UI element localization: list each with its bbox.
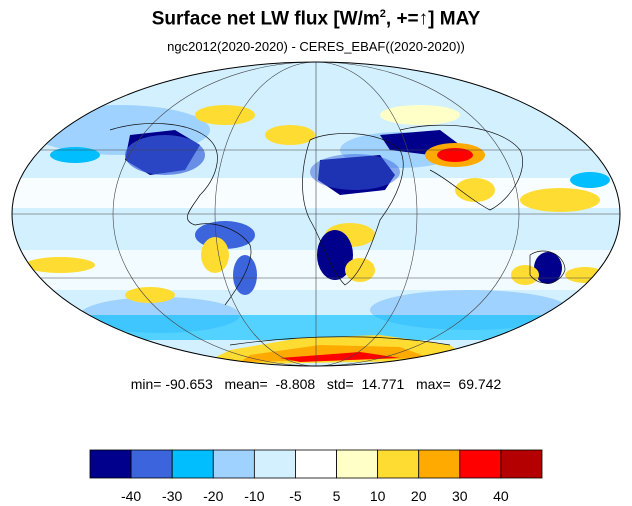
min-value: -90.653 <box>165 376 213 392</box>
colorbar-tick-label: -30 <box>162 488 183 504</box>
max-value: 69.742 <box>458 376 502 392</box>
graticule <box>12 62 620 366</box>
colorbar-tick-label: -40 <box>120 488 142 504</box>
colorbar-swatch <box>295 449 337 479</box>
colorbar-swatch <box>336 449 379 479</box>
colorbar-swatch <box>459 449 502 479</box>
up-arrow-icon: ↑ <box>418 8 429 30</box>
colorbar-tick-label: -10 <box>244 488 265 504</box>
std-value: 14.771 <box>361 376 405 392</box>
mollweide-map <box>11 61 621 367</box>
colorbar-swatch <box>253 449 296 479</box>
colorbar-tick-label: 5 <box>332 488 341 504</box>
colorbar-swatch <box>171 449 214 479</box>
colorbar-tick-label: -20 <box>203 488 224 504</box>
mean-value: -8.808 <box>275 376 316 392</box>
colorbar-tick-label: 20 <box>410 488 427 504</box>
colorbar-swatch <box>130 449 173 479</box>
colorbar-swatch <box>500 449 543 479</box>
stats-line: min= -90.653 mean= -8.808 std= 14.771 ma… <box>0 376 632 392</box>
min-label: min= <box>130 376 162 392</box>
map-title: Surface net LW flux [W/m2, +=↑] MAY <box>151 8 481 30</box>
map-subtitle: ngc2012(2020-2020) - CERES_EBAF((2020-20… <box>167 39 465 54</box>
std-label: std= <box>326 376 354 392</box>
colorbar-swatch <box>377 449 420 479</box>
colorbar-tick-label: -5 <box>289 488 302 504</box>
colorbar-swatch <box>89 449 132 479</box>
colorbar-swatch <box>418 449 461 479</box>
colorbar <box>89 449 543 479</box>
colorbar-tick-label: 10 <box>369 488 386 504</box>
colorbar-swatch <box>212 449 255 479</box>
mean-label: mean= <box>224 376 268 392</box>
colorbar-tick-label: 40 <box>493 488 509 504</box>
colorbar-tick-label: 30 <box>452 488 468 504</box>
flux-field <box>12 62 620 366</box>
max-label: max= <box>416 376 451 392</box>
map-border <box>11 61 621 367</box>
